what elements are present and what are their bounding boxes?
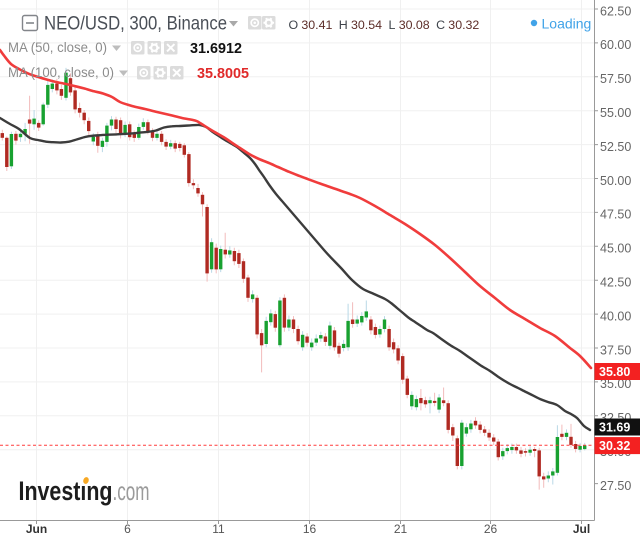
svg-text:31.69: 31.69: [599, 421, 630, 435]
svg-text:62.50: 62.50: [600, 4, 631, 18]
svg-text:57.50: 57.50: [600, 72, 631, 86]
svg-text:Investıng: Investıng: [19, 476, 113, 506]
svg-text:11: 11: [212, 522, 225, 536]
svg-text:45.00: 45.00: [600, 242, 631, 256]
svg-text:Loading: Loading: [542, 16, 592, 32]
svg-text:C: C: [436, 18, 445, 32]
svg-text:50.00: 50.00: [600, 174, 631, 188]
svg-text:47.50: 47.50: [600, 208, 631, 222]
svg-text:37.50: 37.50: [600, 343, 631, 357]
svg-text:L: L: [389, 18, 396, 32]
svg-text:35.8005: 35.8005: [197, 66, 249, 82]
svg-text:H: H: [339, 18, 348, 32]
svg-text:O: O: [289, 18, 299, 32]
svg-text:6: 6: [124, 522, 131, 536]
svg-text:27.50: 27.50: [600, 479, 631, 493]
svg-text:Jul: Jul: [573, 522, 590, 536]
svg-text:40.00: 40.00: [600, 309, 631, 323]
svg-text:16: 16: [303, 522, 317, 536]
svg-text:NEO/USD, 300, Binance: NEO/USD, 300, Binance: [44, 13, 227, 35]
svg-text:30.32: 30.32: [448, 18, 479, 32]
svg-text:30.32: 30.32: [599, 439, 630, 453]
svg-text:31.6912: 31.6912: [190, 41, 242, 57]
svg-text:55.00: 55.00: [600, 106, 631, 120]
svg-text:30.54: 30.54: [351, 18, 382, 32]
svg-text:Jun: Jun: [26, 522, 47, 536]
svg-text:60.00: 60.00: [600, 38, 631, 52]
svg-text:21: 21: [394, 522, 408, 536]
svg-text:30.08: 30.08: [399, 18, 430, 32]
svg-text:35.00: 35.00: [600, 377, 631, 391]
svg-text:30.41: 30.41: [301, 18, 332, 32]
svg-text:.com: .com: [113, 476, 150, 506]
svg-text:52.50: 52.50: [600, 140, 631, 154]
svg-text:42.50: 42.50: [600, 276, 631, 290]
svg-text:MA (100, close, 0): MA (100, close, 0): [8, 65, 114, 80]
svg-text:35.80: 35.80: [599, 365, 630, 379]
svg-text:MA (50, close, 0): MA (50, close, 0): [8, 40, 107, 55]
svg-text:26: 26: [484, 522, 498, 536]
